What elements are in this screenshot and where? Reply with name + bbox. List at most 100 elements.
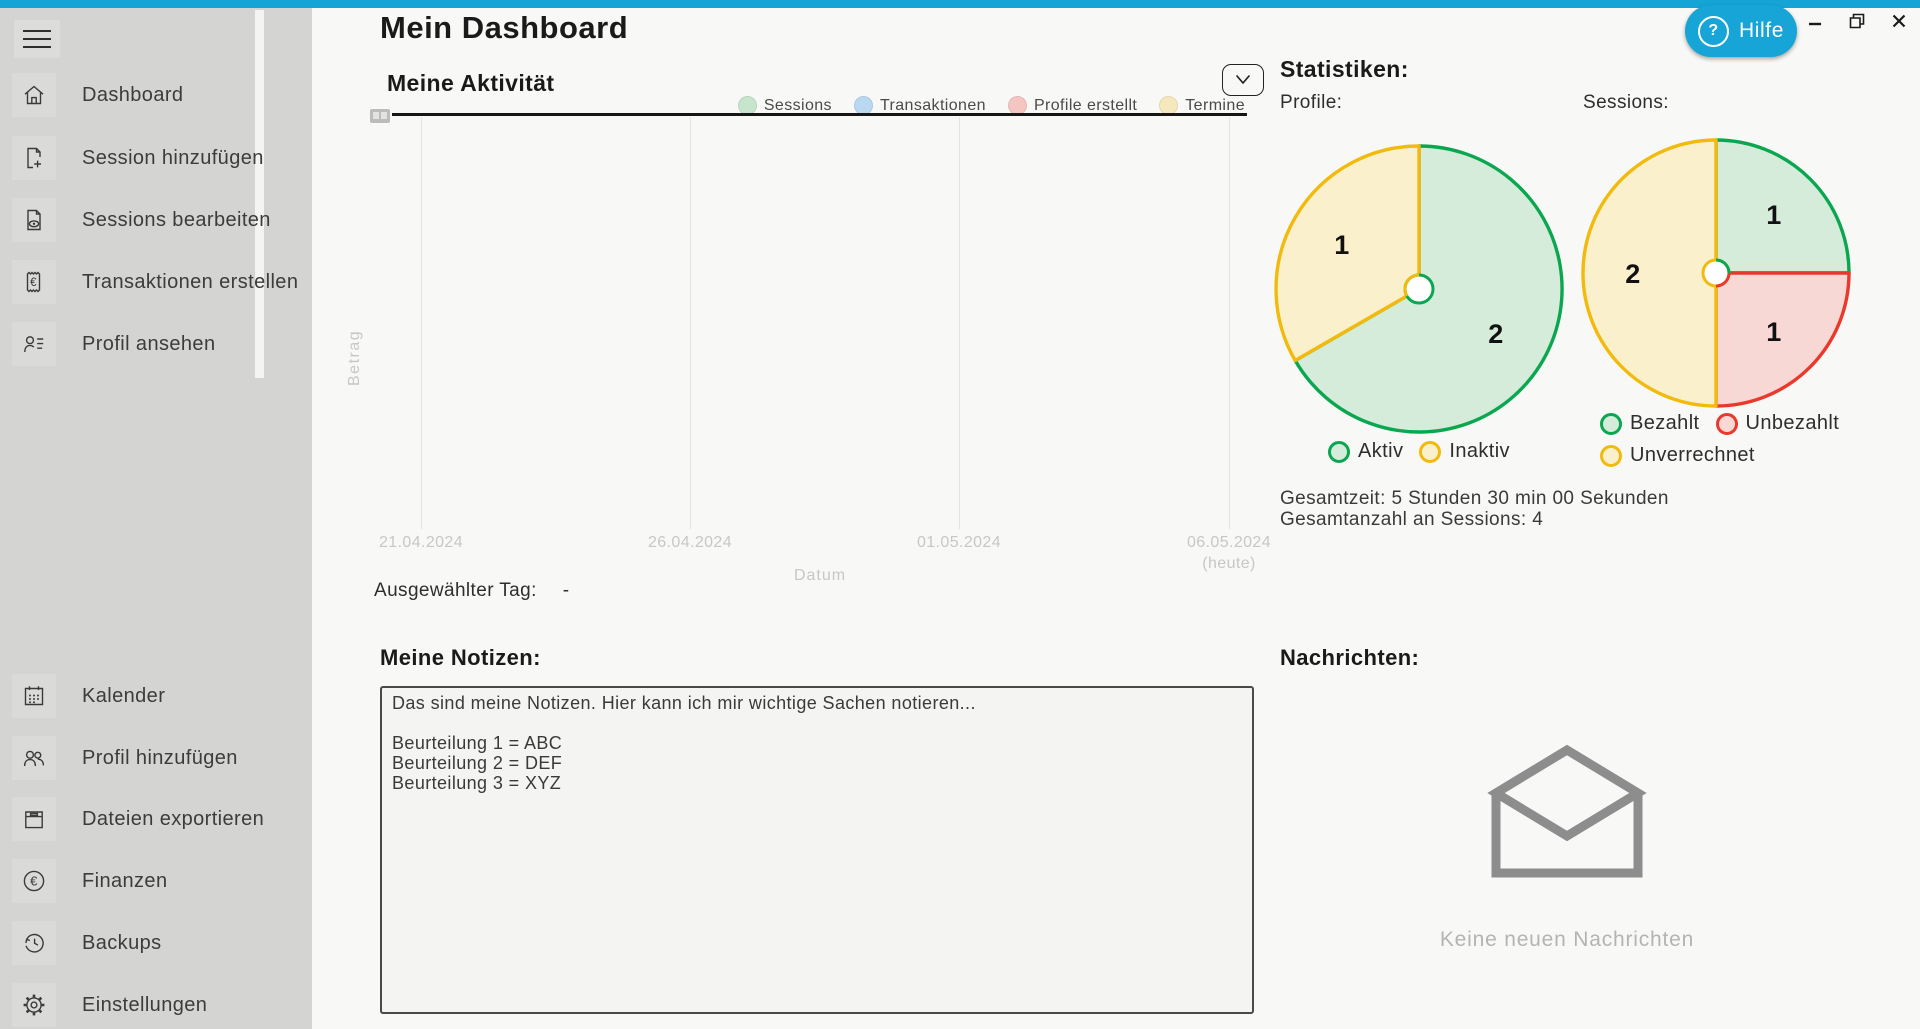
y-axis-label: Betrag: [346, 329, 363, 386]
sidebar-item-backups[interactable]: Backups: [0, 912, 312, 974]
sessions-pie-chart: 1 1 2: [1581, 138, 1851, 408]
page-title: Mein Dashboard: [380, 10, 629, 45]
restore-down-icon: [1849, 13, 1865, 29]
profile-pie-chart: 1 2: [1274, 144, 1564, 434]
activity-legend: Sessions Transaktionen Profile erstellt …: [600, 96, 1245, 115]
sidebar-item-label: Profil ansehen: [82, 333, 216, 355]
sidebar-item-label: Sessions bearbeiten: [82, 209, 271, 231]
close-icon: [1892, 14, 1906, 28]
profile-pie-value-aktiv: 2: [1488, 319, 1503, 349]
file-plus-icon: [12, 136, 56, 180]
sidebar-item-label: Einstellungen: [82, 994, 208, 1016]
unbezahlt-legend-dot: [1715, 412, 1738, 435]
sidebar-item-label: Session hinzufügen: [82, 147, 264, 169]
no-messages-text: Keine neuen Nachrichten: [1439, 928, 1695, 951]
unverrechnet-legend-dot: [1600, 444, 1622, 467]
x-tick: 26.04.2024: [647, 534, 733, 551]
sidebar-item-dashboard[interactable]: Dashboard: [0, 64, 312, 126]
pie-center-hole-arc-red: [1715, 272, 1731, 288]
chart-corner-glyph: [370, 109, 390, 123]
question-circle-icon: ?: [1697, 15, 1729, 47]
sidebar-item-sessions-bearbeiten[interactable]: Sessions bearbeiten: [0, 189, 312, 251]
sidebar-item-dateien-exportieren[interactable]: Dateien exportieren: [0, 788, 312, 850]
sessions-pie-slice-unverrechnet: [1581, 138, 1718, 408]
profile-pie-slice-inaktiv: [1274, 144, 1421, 363]
sidebar-item-profil-ansehen[interactable]: Profil ansehen: [0, 313, 312, 375]
messages-title: Nachrichten:: [1280, 645, 1420, 670]
selected-day-row: Ausgewählter Tag: -: [374, 580, 570, 602]
help-button[interactable]: ? Hilfe: [1685, 5, 1797, 57]
sidebar-item-transaktionen-erstellen[interactable]: € Transaktionen erstellen: [0, 251, 312, 313]
x-tick-today: 06.05.2024 (heute): [1149, 534, 1309, 573]
restore-button[interactable]: [1842, 8, 1872, 34]
gridline: [1229, 117, 1230, 529]
person-details-icon: [12, 322, 56, 366]
profile-pie-value-inaktiv: 1: [1334, 230, 1349, 260]
sessions-pie-slice-unbezahlt: [1714, 271, 1851, 408]
sessions-pie-slice-bezahlt: [1714, 138, 1851, 275]
sessions-pie-legend-row2: Unverrechnet: [1600, 444, 1755, 467]
notes-title: Meine Notizen:: [380, 645, 541, 670]
selected-day-label: Ausgewählter Tag:: [374, 580, 537, 601]
chevron-down-icon: [1236, 75, 1250, 84]
history-clock-icon: [12, 921, 56, 965]
euro-circle-icon: €: [12, 859, 56, 903]
users-icon: [12, 736, 56, 780]
pie-center-hole-arc: [1403, 273, 1420, 297]
gridline: [959, 117, 960, 529]
sessions-pie-legend-row1: Bezahlt Unbezahlt: [1600, 412, 1839, 435]
total-time-text: Gesamtzeit: 5 Stunden 30 min 00 Sekunden: [1280, 488, 1669, 509]
sidebar-item-einstellungen[interactable]: Einstellungen: [0, 974, 312, 1029]
sidebar-item-finanzen[interactable]: € Finanzen: [0, 850, 312, 912]
minimize-button[interactable]: [1800, 8, 1830, 34]
menu-toggle-button[interactable]: [14, 20, 60, 58]
statistics-title: Statistiken:: [1280, 56, 1409, 82]
legend-item-profile-erstellt: Profile erstellt: [1007, 96, 1137, 115]
legend-item-inaktiv: Inaktiv: [1419, 440, 1510, 463]
sidebar-scrollbar-thumb[interactable]: [255, 10, 264, 378]
total-sessions-text: Gesamtanzahl an Sessions: 4: [1280, 509, 1544, 530]
sessions-pie-value-unbezahlt: 1: [1766, 317, 1781, 347]
sidebar-item-label: Finanzen: [82, 870, 168, 892]
pie-center-hole-arc-green: [1715, 258, 1731, 274]
svg-text:€: €: [30, 277, 37, 289]
sidebar-item-label: Backups: [82, 932, 162, 954]
chart-top-border: [392, 113, 1247, 116]
legend-item-unbezahlt: Unbezahlt: [1715, 412, 1840, 435]
file-eye-icon: [12, 198, 56, 242]
profile-pie-legend: Aktiv Inaktiv: [1274, 440, 1564, 463]
activity-chart-title: Meine Aktivität: [387, 70, 555, 96]
sidebar-item-label: Profil hinzufügen: [82, 747, 238, 769]
sessions-pie-value-bezahlt: 1: [1766, 200, 1781, 230]
notes-textarea[interactable]: Das sind meine Notizen. Hier kann ich mi…: [380, 686, 1254, 1014]
legend-item-aktiv: Aktiv: [1328, 440, 1403, 463]
today-suffix: (heute): [1202, 555, 1256, 572]
sessions-pie-value-unverrechnet: 2: [1625, 259, 1640, 289]
sidebar-item-session-hinzufuegen[interactable]: Session hinzufügen: [0, 127, 312, 189]
sidebar-item-kalender[interactable]: Kalender: [0, 665, 312, 727]
collapse-statistics-button[interactable]: [1222, 64, 1264, 96]
x-axis-label: Datum: [793, 567, 847, 584]
selected-day-value: -: [562, 580, 570, 601]
bezahlt-legend-dot: [1600, 412, 1622, 435]
sidebar-item-label: Dateien exportieren: [82, 808, 265, 830]
gear-icon: [12, 983, 56, 1027]
gridline: [421, 117, 422, 529]
activity-plot-area[interactable]: [392, 117, 1247, 529]
gridline: [690, 117, 691, 529]
home-icon: [12, 73, 56, 117]
close-button[interactable]: [1884, 8, 1914, 34]
minimize-icon: [1809, 22, 1821, 26]
legend-item-unverrechnet: Unverrechnet: [1600, 444, 1755, 467]
legend-item-bezahlt: Bezahlt: [1600, 412, 1700, 435]
help-button-label: Hilfe: [1738, 19, 1784, 42]
aktiv-legend-dot: [1328, 440, 1351, 463]
open-envelope-icon: [1487, 744, 1647, 878]
sessions-pie-caption: Sessions:: [1583, 92, 1669, 113]
sidebar-item-profil-hinzufuegen[interactable]: Profil hinzufügen: [0, 727, 312, 789]
sidebar-item-label: Dashboard: [82, 84, 184, 106]
legend-item-termine: Termine: [1159, 96, 1245, 115]
receipt-euro-icon: €: [12, 260, 56, 304]
sidebar-item-label: Kalender: [82, 685, 166, 707]
